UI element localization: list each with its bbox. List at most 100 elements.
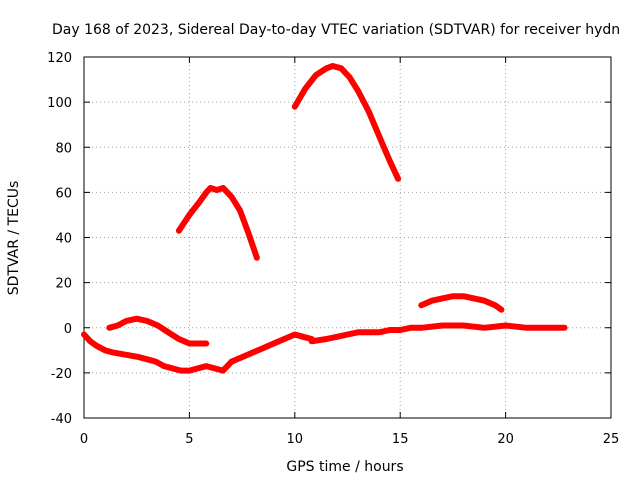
data-point xyxy=(562,325,568,331)
data-point xyxy=(338,65,344,71)
x-tick-label: 10 xyxy=(287,432,304,447)
data-point xyxy=(492,302,498,308)
y-tick-label: 120 xyxy=(47,51,72,66)
data-point xyxy=(250,350,256,356)
x-tick-label: 25 xyxy=(603,432,620,447)
data-point xyxy=(176,228,182,234)
data-point xyxy=(334,334,340,340)
data-point xyxy=(482,325,487,331)
data-point xyxy=(498,307,504,313)
data-point xyxy=(136,354,142,360)
data-point xyxy=(229,194,235,200)
data-point xyxy=(408,325,414,331)
y-tick-label: -40 xyxy=(51,412,72,427)
data-point xyxy=(355,329,361,335)
series-arc-1 xyxy=(175,184,260,261)
data-point xyxy=(208,185,213,191)
data-point xyxy=(271,341,277,346)
data-point xyxy=(153,359,159,365)
chart-title: Day 168 of 2023, Sidereal Day-to-day VTE… xyxy=(52,22,620,38)
data-point xyxy=(239,354,245,360)
series-arc-3 xyxy=(418,293,505,313)
x-tick-label: 20 xyxy=(497,432,514,447)
series-arc-7 xyxy=(418,322,568,331)
data-point xyxy=(220,368,226,374)
data-point xyxy=(460,293,466,299)
data-point xyxy=(418,302,424,308)
data-point xyxy=(245,230,251,236)
data-point xyxy=(94,343,100,349)
data-point xyxy=(197,341,203,346)
series-arc-2 xyxy=(291,63,402,182)
data-point xyxy=(229,359,235,365)
data-point xyxy=(302,86,308,92)
y-tick-label: 0 xyxy=(64,322,72,337)
data-point xyxy=(439,323,445,328)
data-point xyxy=(376,329,382,335)
data-point xyxy=(482,298,487,304)
series-arc-4 xyxy=(106,315,210,347)
data-point xyxy=(313,72,319,78)
data-point xyxy=(186,212,192,218)
data-point xyxy=(292,104,298,110)
y-tick-label: -20 xyxy=(51,367,72,382)
data-series xyxy=(81,63,568,374)
grid-lines xyxy=(84,57,611,418)
data-point xyxy=(195,365,201,371)
x-axis-label: GPS time / hours xyxy=(286,459,403,475)
data-point xyxy=(376,133,382,139)
data-point xyxy=(212,365,218,371)
data-point xyxy=(355,88,361,94)
data-point xyxy=(254,255,260,261)
data-point xyxy=(176,336,182,342)
series-arc-5 xyxy=(81,331,315,374)
data-point xyxy=(300,334,306,340)
data-point xyxy=(178,368,184,374)
data-point xyxy=(134,316,140,322)
data-point xyxy=(450,293,456,299)
data-point xyxy=(387,158,393,164)
data-point xyxy=(260,345,266,351)
data-point xyxy=(395,176,401,182)
data-point xyxy=(397,327,403,333)
data-point xyxy=(165,329,171,335)
data-point xyxy=(115,323,121,328)
data-point xyxy=(460,323,466,328)
data-point xyxy=(144,356,150,362)
data-point xyxy=(111,350,116,356)
data-point xyxy=(186,341,192,346)
data-point xyxy=(102,347,108,353)
data-point xyxy=(292,332,298,337)
data-point xyxy=(237,207,243,213)
data-point xyxy=(429,298,435,304)
y-tick-label: 20 xyxy=(55,277,72,292)
y-tick-label: 60 xyxy=(55,186,72,201)
data-point xyxy=(197,198,203,204)
data-point xyxy=(345,332,350,337)
data-point xyxy=(186,368,192,374)
data-point xyxy=(106,325,112,331)
data-point xyxy=(220,185,226,191)
data-point xyxy=(203,189,209,195)
data-point xyxy=(123,352,129,358)
x-tick-label: 15 xyxy=(392,432,409,447)
data-point xyxy=(309,338,315,344)
data-point xyxy=(203,341,209,346)
data-point xyxy=(524,325,530,331)
data-point xyxy=(155,323,161,328)
x-tick-label: 0 xyxy=(80,432,88,447)
y-tick-label: 80 xyxy=(55,141,72,156)
data-point xyxy=(418,325,424,331)
data-point xyxy=(366,329,372,335)
data-point xyxy=(323,336,329,342)
data-point xyxy=(170,365,175,371)
data-point xyxy=(87,338,93,344)
data-point xyxy=(144,318,150,324)
data-point xyxy=(323,65,329,71)
data-point xyxy=(347,74,353,80)
data-point xyxy=(471,295,477,301)
x-tick-label: 5 xyxy=(185,432,193,447)
data-point xyxy=(503,323,509,328)
data-point xyxy=(545,325,551,331)
